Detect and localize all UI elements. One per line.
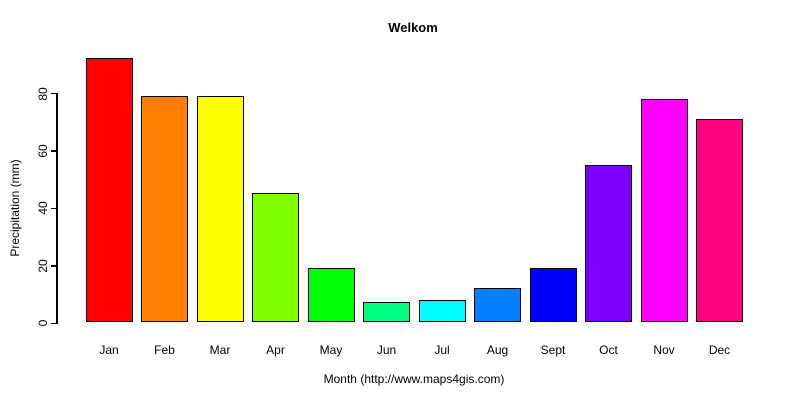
x-tick-label-may: May: [319, 343, 343, 357]
y-tick-mark-80: [50, 92, 58, 95]
bar-apr: [252, 193, 299, 323]
x-tick-label-apr: Apr: [266, 343, 285, 357]
y-tick-label-40: 40: [36, 201, 50, 216]
y-tick-mark-40: [50, 207, 58, 210]
y-tick-label-80: 80: [36, 86, 50, 101]
bar-oct: [585, 164, 632, 323]
x-tick-label-aug: Aug: [486, 343, 509, 357]
x-tick-label-jul: Jul: [434, 343, 450, 357]
bar-dec: [696, 118, 743, 323]
x-tick-label-mar: Mar: [209, 343, 231, 357]
x-tick-label-jan: Jan: [99, 343, 119, 357]
x-axis-label: Month (http://www.maps4gis.com): [323, 372, 505, 386]
bar-may: [307, 267, 355, 323]
y-tick-label-0: 0: [36, 319, 50, 327]
y-tick-label-20: 20: [36, 259, 50, 273]
y-tick-mark-0: [50, 322, 58, 324]
y-tick-mark-60: [50, 150, 58, 152]
x-tick-label-dec: Dec: [708, 343, 731, 357]
chart-title: Welkom: [388, 20, 438, 35]
bar-feb: [141, 95, 188, 323]
bar-jan: [85, 58, 133, 323]
y-tick-label-60: 60: [36, 144, 50, 158]
bar-jun: [363, 302, 410, 323]
bar-nov: [640, 98, 688, 323]
bar-sept: [529, 267, 577, 323]
x-tick-label-oct: Oct: [599, 343, 618, 357]
x-tick-label-sept: Sept: [540, 343, 566, 357]
x-tick-label-nov: Nov: [653, 343, 675, 357]
x-tick-label-feb: Feb: [154, 343, 175, 357]
bar-jul: [418, 299, 466, 323]
bar-aug: [474, 288, 521, 323]
x-tick-label-jun: Jun: [376, 343, 397, 357]
y-axis-label: Precipitation (mm): [8, 159, 22, 257]
y-tick-mark-20: [50, 265, 58, 267]
bar-mar: [196, 95, 244, 323]
